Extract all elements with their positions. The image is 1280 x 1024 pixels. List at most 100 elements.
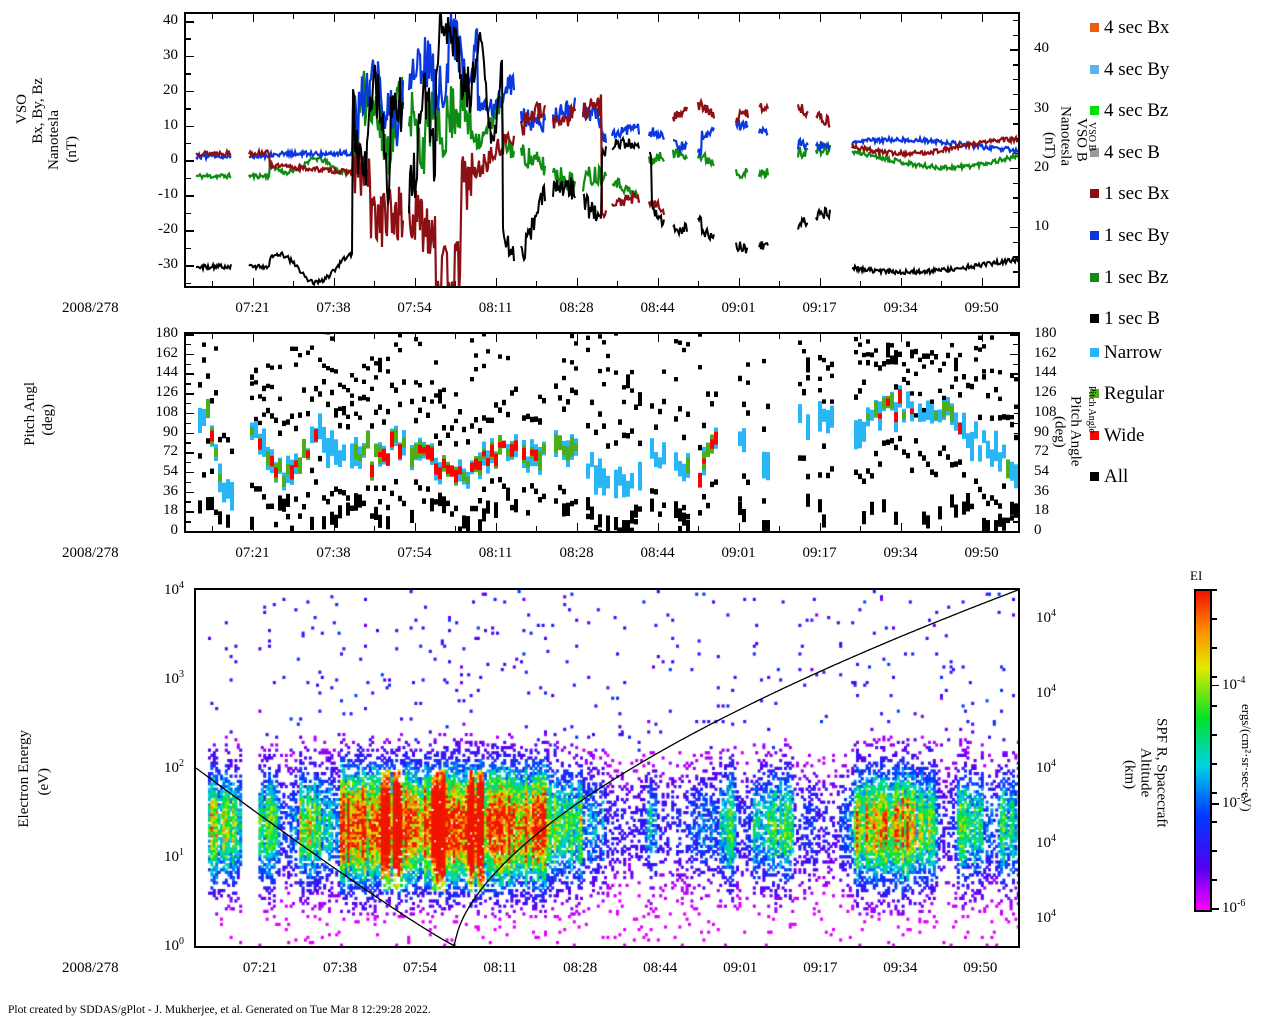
y-tick-label: 36 (163, 482, 178, 499)
tick-mark (1010, 49, 1018, 52)
tick-mark (186, 265, 194, 267)
tick-mark (374, 526, 376, 531)
panel3-right-axis-label: SPF R, Spacecraft (1153, 718, 1170, 828)
tick-mark (186, 373, 194, 375)
tick-mark (1013, 182, 1018, 184)
tick-mark (576, 278, 579, 286)
y2-tick-label: 104 (1036, 608, 1056, 626)
tick-mark (981, 334, 984, 342)
tick-mark (186, 531, 194, 533)
legend-item-regular[interactable]: Regular (1090, 384, 1164, 403)
y2-tick-label: 104 (1036, 683, 1056, 701)
x-tick-label: 09:34 (883, 960, 918, 976)
tick-mark (186, 402, 191, 405)
y-tick-label: -10 (158, 186, 178, 203)
tick-mark (186, 282, 191, 284)
legend-swatch (1090, 472, 1099, 482)
colorbar-minor-tick (1210, 879, 1217, 881)
tick-mark (657, 523, 660, 531)
panel2-right-axis-unit: (deg) (1051, 416, 1068, 448)
legend-item-4-sec-bx[interactable]: 4 sec Bx (1090, 18, 1169, 37)
tick-mark (186, 363, 191, 365)
colorbar-tick-label: 10-6 (1222, 898, 1246, 916)
y2-tick-label: 30 (1034, 99, 1049, 116)
legend-item-1-sec-b[interactable]: 1 sec B (1090, 309, 1160, 328)
tick-mark (981, 278, 984, 286)
legend-item-1-sec-bx[interactable]: 1 sec Bx (1090, 184, 1169, 203)
colorbar-major-tick (1210, 802, 1219, 805)
y2-tick-label: 0 (1034, 522, 1042, 538)
tick-mark (455, 281, 457, 286)
tick-mark (186, 471, 194, 474)
tick-mark (900, 14, 903, 22)
x-tick-label: 07:54 (397, 300, 432, 316)
tick-mark (1010, 226, 1018, 229)
tick-mark (186, 501, 191, 503)
tick-mark (1010, 108, 1018, 111)
x-tick-label: 09:17 (802, 545, 837, 561)
x-tick-label: 09:50 (964, 545, 999, 561)
legend-item-4-sec-by[interactable]: 4 sec By (1090, 60, 1169, 79)
x-tick-label: 07:38 (316, 300, 351, 316)
tick-mark (186, 481, 191, 484)
tick-mark (186, 412, 194, 415)
legend-item-wide[interactable]: Wide (1090, 426, 1144, 445)
y2-tick-label: 108 (1034, 403, 1057, 420)
tick-mark (186, 230, 194, 232)
tick-mark (186, 160, 194, 163)
tick-mark (1013, 123, 1018, 125)
x-tick-label: 09:50 (964, 300, 999, 316)
tick-mark (819, 523, 822, 531)
y-tick-label: 100 (164, 936, 184, 954)
tick-mark (186, 491, 194, 494)
tick-mark (1013, 79, 1018, 81)
legend-item-narrow[interactable]: Narrow (1090, 343, 1162, 362)
colorbar-major-tick (1210, 908, 1219, 910)
y-tick-label: 103 (164, 669, 184, 687)
tick-mark (860, 526, 862, 531)
tick-mark (1013, 343, 1018, 346)
tick-mark (738, 334, 741, 342)
y-tick-label: 20 (163, 81, 178, 98)
x-tick-label: 07:38 (322, 960, 358, 976)
tick-mark (186, 195, 194, 197)
tick-mark (212, 281, 214, 286)
legend-label: All (1104, 466, 1129, 488)
tick-mark (698, 281, 700, 286)
tick-mark (1013, 197, 1018, 199)
x-tick-label: 07:21 (242, 960, 278, 976)
legend-swatch (1090, 314, 1099, 324)
tick-mark (374, 334, 376, 339)
legend-swatch (1090, 147, 1099, 157)
spacecraft-altitude-curve (196, 590, 1018, 946)
colorbar-gradient (1194, 589, 1212, 912)
tick-mark (186, 442, 191, 444)
legend-item-4-sec-bz[interactable]: 4 sec Bz (1090, 101, 1168, 120)
y2-tick-label: 90 (1034, 423, 1049, 440)
y2-tick-label: 20 (1034, 158, 1049, 175)
legend-item-all[interactable]: All (1090, 467, 1128, 486)
legend-label: Narrow (1104, 341, 1163, 363)
tick-mark (941, 281, 943, 286)
x-tick-label: 07:38 (316, 545, 351, 561)
legend-swatch (1090, 64, 1099, 74)
tick-mark (576, 334, 579, 342)
legend-item-1-sec-by[interactable]: 1 sec By (1090, 226, 1169, 245)
legend-label: 1 sec Bz (1104, 266, 1169, 288)
tick-mark (536, 281, 538, 286)
legend-label: Regular (1104, 383, 1165, 405)
y2-tick-label: 40 (1034, 40, 1049, 57)
tick-mark (333, 278, 336, 286)
tick-mark (414, 14, 417, 22)
legend-label: 4 sec Bz (1104, 100, 1169, 122)
x-tick-label: 07:54 (397, 545, 432, 561)
tick-mark (186, 55, 194, 58)
legend-item-4-sec-b[interactable]: 4 sec B (1090, 143, 1160, 162)
footer-credit: Plot created by SDDAS/gPlot - J. Mukherj… (8, 1004, 431, 1016)
tick-mark (617, 281, 619, 286)
panel3-date-label: 2008/278 (62, 960, 119, 976)
x-tick-label: 09:34 (883, 545, 918, 561)
tick-mark (414, 523, 417, 531)
legend-item-1-sec-bz[interactable]: 1 sec Bz (1090, 268, 1168, 287)
y-tick-label: 162 (155, 344, 179, 361)
